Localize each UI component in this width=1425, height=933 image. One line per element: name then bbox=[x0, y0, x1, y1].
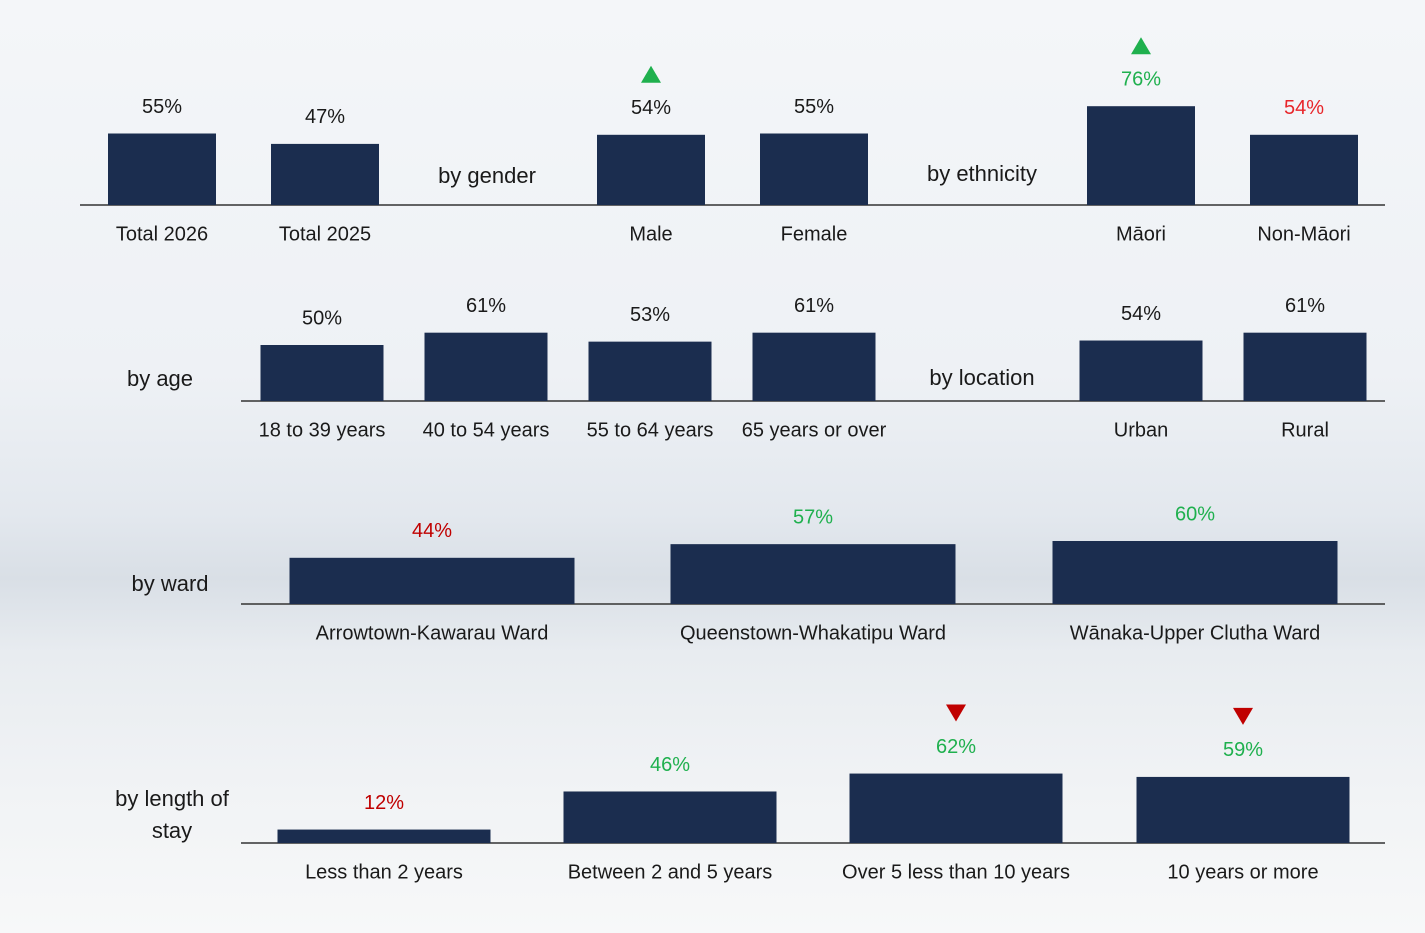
category-label: 65 years or over bbox=[742, 419, 887, 441]
value-label: 76% bbox=[1121, 68, 1161, 90]
value-label: 57% bbox=[793, 506, 833, 528]
value-label: 47% bbox=[305, 106, 345, 128]
category-label: Arrowtown-Kawarau Ward bbox=[316, 622, 549, 644]
bar bbox=[760, 134, 868, 206]
bar bbox=[261, 345, 384, 401]
value-label: 44% bbox=[412, 520, 452, 542]
trend-up-marker bbox=[1131, 37, 1151, 54]
category-label: Over 5 less than 10 years bbox=[842, 861, 1070, 883]
category-label: Total 2025 bbox=[279, 223, 371, 245]
value-label: 59% bbox=[1223, 739, 1263, 761]
value-label: 55% bbox=[794, 96, 834, 118]
value-label: 54% bbox=[1284, 97, 1324, 119]
category-label: 10 years or more bbox=[1167, 861, 1318, 883]
value-label: 61% bbox=[794, 295, 834, 317]
category-label: 55 to 64 years bbox=[587, 419, 714, 441]
value-label: 54% bbox=[1121, 303, 1161, 325]
category-label: Between 2 and 5 years bbox=[568, 861, 773, 883]
category-label: Male bbox=[629, 223, 672, 245]
value-label: 12% bbox=[364, 792, 404, 814]
value-label: 62% bbox=[936, 736, 976, 758]
category-label: Rural bbox=[1281, 419, 1329, 441]
panel-title: by ethnicity bbox=[902, 158, 1062, 190]
bar bbox=[290, 558, 575, 604]
category-label: Urban bbox=[1114, 419, 1168, 441]
bar bbox=[753, 333, 876, 401]
value-label: 46% bbox=[650, 754, 690, 776]
bar bbox=[564, 791, 777, 843]
category-label: Less than 2 years bbox=[305, 861, 463, 883]
panel-title: by length of stay bbox=[92, 783, 252, 847]
bar bbox=[597, 135, 705, 205]
category-label: Female bbox=[781, 223, 848, 245]
value-label: 50% bbox=[302, 307, 342, 329]
bar bbox=[1087, 106, 1195, 205]
value-label: 54% bbox=[631, 97, 671, 119]
bar bbox=[278, 830, 491, 843]
bar bbox=[425, 333, 548, 401]
bar bbox=[671, 544, 956, 604]
category-label: Wānaka-Upper Clutha Ward bbox=[1070, 622, 1320, 644]
category-label: 18 to 39 years bbox=[259, 419, 386, 441]
bar bbox=[589, 342, 712, 401]
bar bbox=[271, 144, 379, 205]
panel-title: by location bbox=[902, 362, 1062, 394]
panel-title: by ward bbox=[90, 568, 250, 600]
infographic: Total 2026 55% Total 2025 47% Male 54% Female 5… bbox=[0, 0, 1425, 933]
bar bbox=[850, 774, 1063, 843]
category-label: Māori bbox=[1116, 223, 1166, 245]
value-label: 55% bbox=[142, 96, 182, 118]
value-label: 61% bbox=[1285, 295, 1325, 317]
bar bbox=[108, 134, 216, 206]
category-label: Total 2026 bbox=[116, 223, 208, 245]
value-label: 53% bbox=[630, 304, 670, 326]
category-label: 40 to 54 years bbox=[423, 419, 550, 441]
trend-down-marker bbox=[1233, 708, 1253, 725]
category-label: Non-Māori bbox=[1257, 223, 1350, 245]
bar bbox=[1137, 777, 1350, 843]
panel-title: by gender bbox=[407, 160, 567, 192]
bar bbox=[1244, 333, 1367, 401]
bar bbox=[1053, 541, 1338, 604]
trend-down-marker bbox=[946, 705, 966, 722]
panel-title: by age bbox=[80, 363, 240, 395]
value-label: 60% bbox=[1175, 503, 1215, 525]
category-label: Queenstown-Whakatipu Ward bbox=[680, 622, 946, 644]
bar bbox=[1080, 341, 1203, 401]
bar bbox=[1250, 135, 1358, 205]
value-label: 61% bbox=[466, 295, 506, 317]
trend-up-marker bbox=[641, 66, 661, 83]
